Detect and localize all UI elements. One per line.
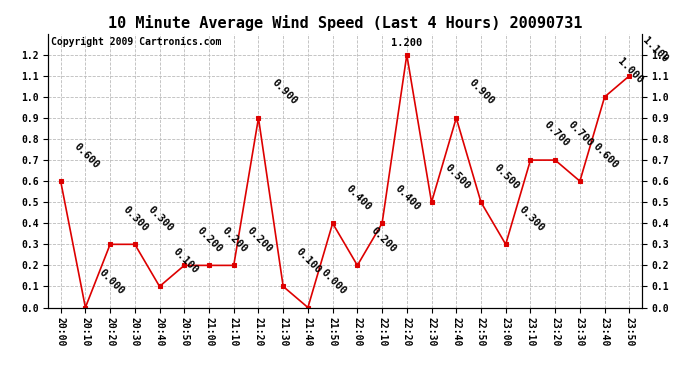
Text: 1.200: 1.200: [391, 38, 422, 48]
Text: 1.000: 1.000: [615, 57, 645, 86]
Title: 10 Minute Average Wind Speed (Last 4 Hours) 20090731: 10 Minute Average Wind Speed (Last 4 Hou…: [108, 15, 582, 31]
Text: 0.300: 0.300: [146, 204, 175, 233]
Text: 0.100: 0.100: [295, 246, 324, 275]
Text: Copyright 2009 Cartronics.com: Copyright 2009 Cartronics.com: [51, 36, 221, 46]
Text: 0.400: 0.400: [393, 183, 422, 212]
Text: 0.200: 0.200: [368, 225, 397, 254]
Text: 0.300: 0.300: [121, 204, 150, 233]
Text: 0.100: 0.100: [170, 246, 200, 275]
Text: 0.700: 0.700: [542, 120, 571, 149]
Text: 0.500: 0.500: [443, 162, 472, 191]
Text: 0.500: 0.500: [492, 162, 521, 191]
Text: 0.700: 0.700: [566, 120, 595, 149]
Text: 0.900: 0.900: [467, 78, 497, 107]
Text: 0.600: 0.600: [72, 141, 101, 170]
Text: 0.400: 0.400: [344, 183, 373, 212]
Text: 1.100: 1.100: [640, 36, 669, 65]
Text: 0.900: 0.900: [270, 78, 299, 107]
Text: 0.200: 0.200: [195, 225, 224, 254]
Text: 0.000: 0.000: [97, 267, 126, 296]
Text: 0.200: 0.200: [220, 225, 249, 254]
Text: 0.600: 0.600: [591, 141, 620, 170]
Text: 0.300: 0.300: [517, 204, 546, 233]
Text: 0.000: 0.000: [319, 267, 348, 296]
Text: 0.200: 0.200: [245, 225, 274, 254]
